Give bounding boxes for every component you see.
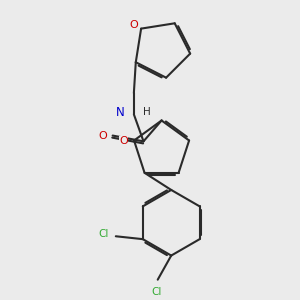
Text: H: H — [142, 107, 150, 117]
Text: N: N — [116, 106, 125, 119]
Text: O: O — [129, 20, 138, 30]
Text: O: O — [119, 136, 128, 146]
Text: Cl: Cl — [152, 287, 162, 297]
Text: Cl: Cl — [98, 229, 108, 239]
Text: O: O — [99, 130, 107, 141]
